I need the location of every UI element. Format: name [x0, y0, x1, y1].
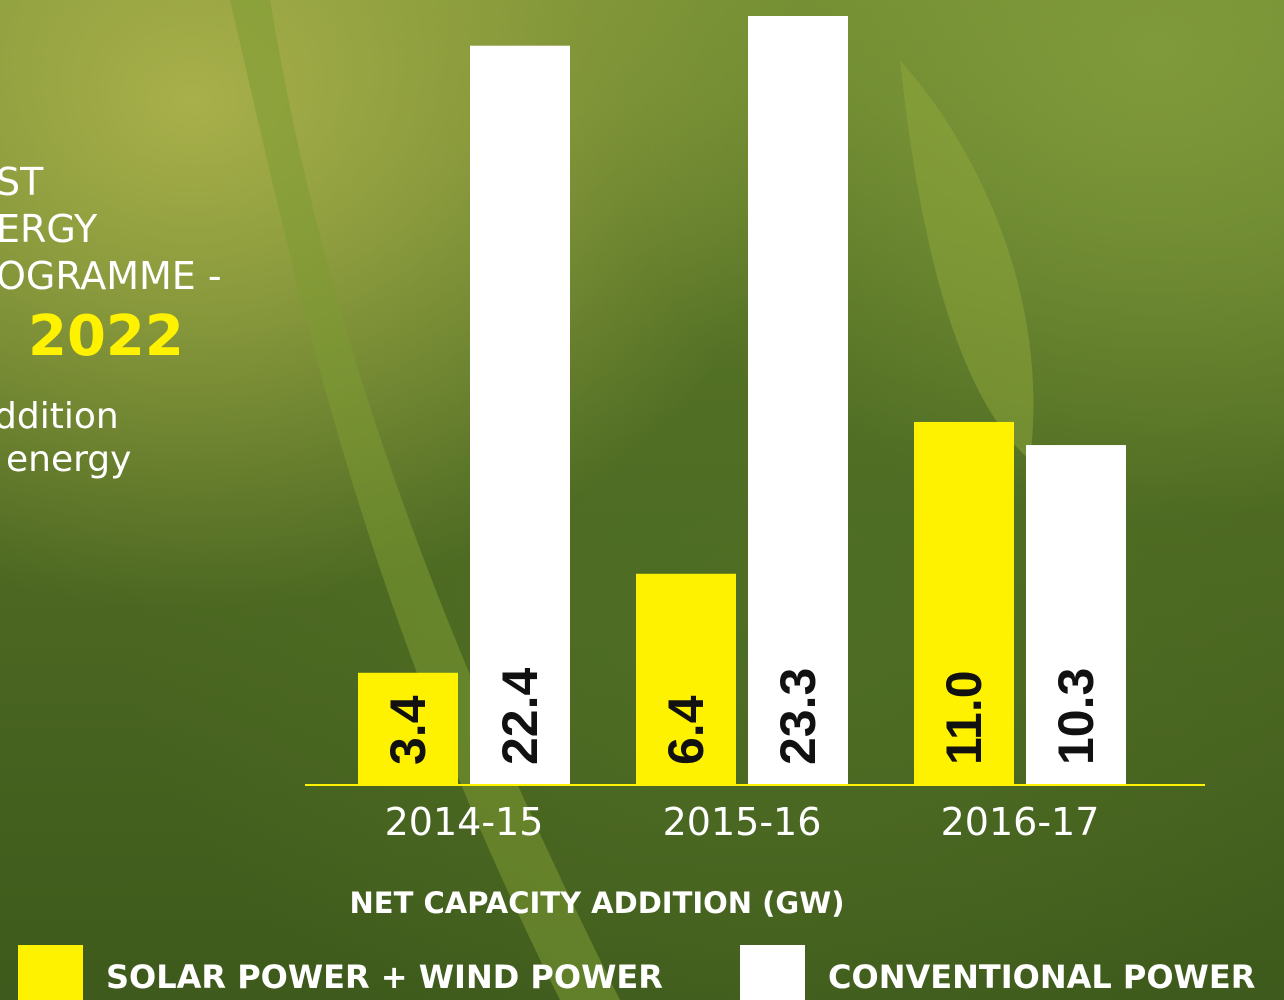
value-label: 6.4 [658, 695, 714, 765]
x-tick-label: 2016-17 [941, 800, 1100, 844]
leaf-decoration [900, 60, 1033, 460]
legend-swatch [18, 945, 83, 1000]
intro-line: ST [0, 160, 44, 204]
value-label: 10.3 [1048, 668, 1104, 765]
x-tick-label: 2014-15 [385, 800, 544, 844]
x-axis-label: NET CAPACITY ADDITION (GW) [350, 886, 845, 920]
intro-line: OGRAMME - [0, 254, 222, 298]
value-label: 22.4 [492, 667, 548, 765]
intro-highlight: 2022 [28, 304, 184, 369]
intro-sub-line: ddition [0, 396, 119, 437]
page: STERGYOGRAMME - 2022 dditionenergy 3.4 22.4 2… [0, 0, 1284, 1000]
legend-swatch [740, 945, 805, 1000]
legend-label: CONVENTIONAL POWER [828, 958, 1255, 996]
intro-line: ERGY [0, 207, 98, 251]
intro-sub-line: energy [6, 439, 131, 480]
legend-label: SOLAR POWER + WIND POWER [106, 958, 663, 996]
chart: STERGYOGRAMME - 2022 dditionenergy 3.4 22.4 2… [0, 0, 1284, 1000]
value-label: 11.0 [936, 670, 992, 765]
value-label: 3.4 [380, 695, 436, 765]
x-tick-label: 2015-16 [663, 800, 822, 844]
value-label: 23.3 [770, 668, 826, 765]
